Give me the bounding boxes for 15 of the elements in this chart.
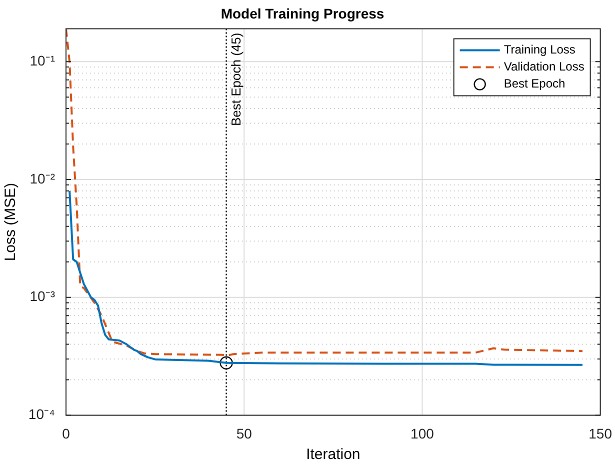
y-tick-label: 10⁻¹ <box>30 52 56 69</box>
x-axis-title: Iteration <box>306 446 360 464</box>
x-tick-label: 0 <box>62 425 70 442</box>
legend-label: Training Loss <box>504 42 576 57</box>
y-axis-title: Loss (MSE) <box>2 182 20 262</box>
legend-label: Best Epoch <box>504 76 566 91</box>
x-tick-label: 100 <box>410 425 434 442</box>
y-tick-label: 10⁻³ <box>30 288 56 304</box>
y-tick-label: 10⁻² <box>30 170 56 186</box>
x-tick-label: 50 <box>236 425 252 442</box>
ref-line-label: Best Epoch (45) <box>228 32 244 126</box>
chart-title: Model Training Progress <box>220 5 384 22</box>
legend-label: Validation Loss <box>504 60 584 74</box>
x-tick-label: 150 <box>588 425 612 442</box>
y-tick-label: 10⁻⁴ <box>28 406 55 422</box>
